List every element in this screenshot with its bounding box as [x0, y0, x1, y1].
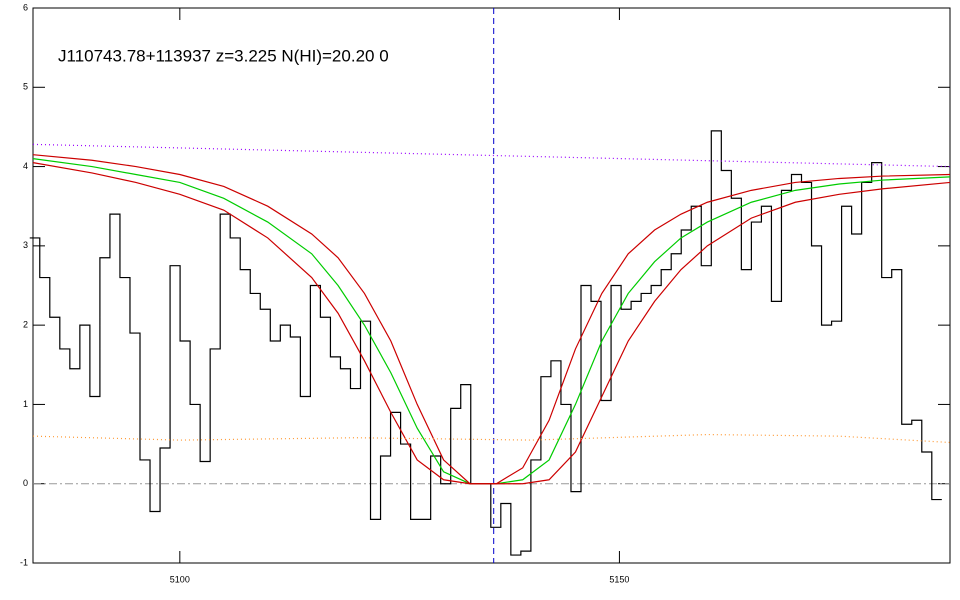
y-tick-label: 5: [23, 82, 28, 92]
y-tick-label: 0: [23, 478, 28, 488]
series-line: [29, 130, 942, 556]
y-tick-label: 4: [23, 161, 28, 171]
y-tick-label: -1: [20, 557, 28, 567]
y-tick-label: 3: [23, 240, 28, 250]
x-tick-label: 5150: [609, 574, 629, 584]
chart-title: J110743.78+113937 z=3.225 N(HI)=20.20 0: [58, 46, 389, 65]
y-tick-label: 2: [23, 320, 28, 330]
y-tick-label: 6: [23, 2, 28, 12]
series-line: [32, 143, 951, 168]
y-tick-label: 1: [23, 399, 28, 409]
series-line: [32, 162, 951, 485]
x-tick-label: 5100: [170, 574, 190, 584]
plot-frame: [32, 7, 951, 564]
